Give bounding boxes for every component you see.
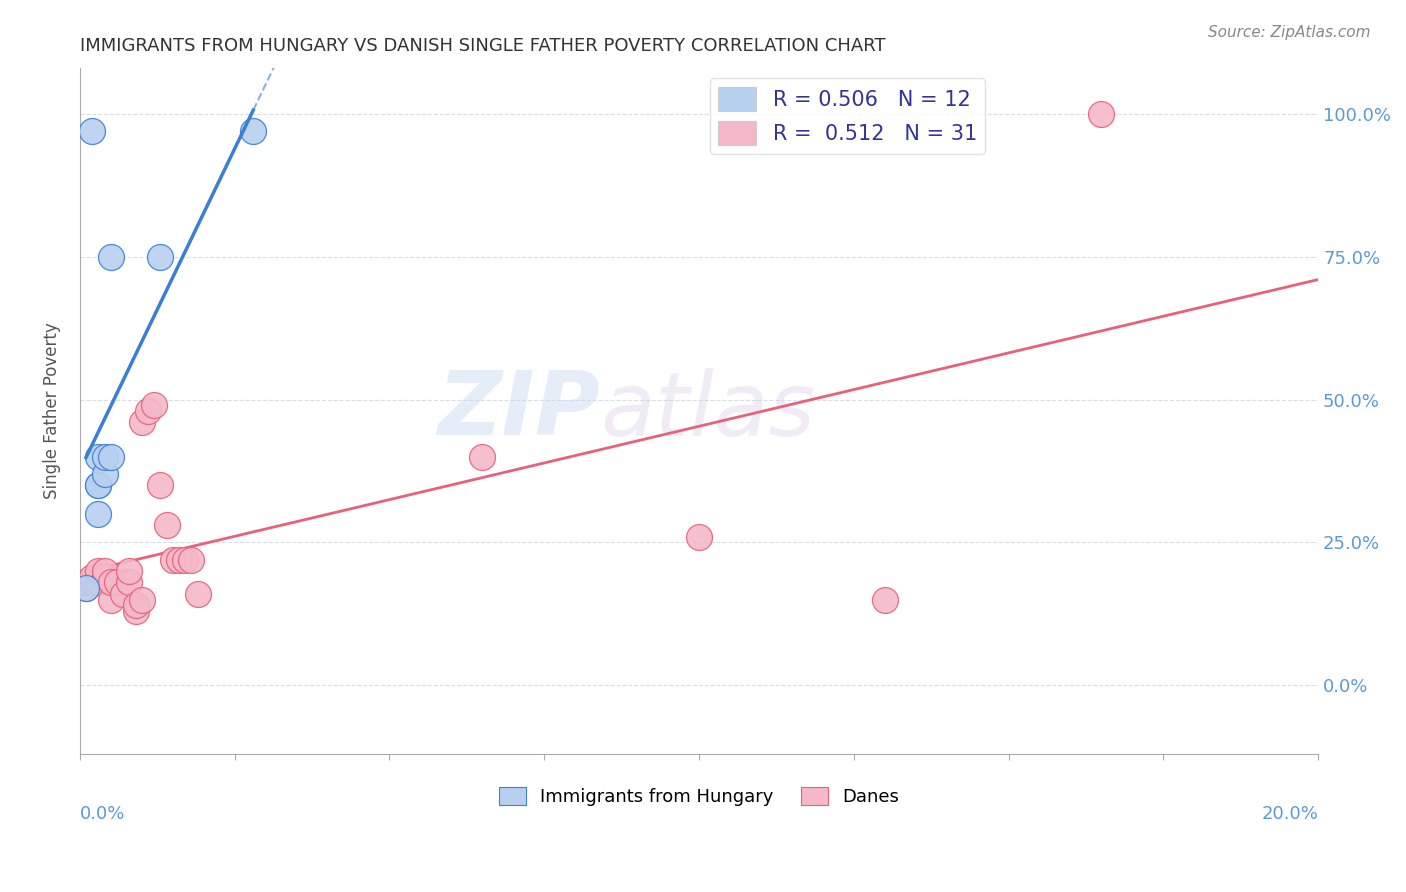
Point [87,450,110,464]
Point [471,450,494,464]
Point [180,552,202,566]
Point [75,581,97,595]
Text: 20.0%: 20.0% [1261,805,1319,823]
Point [82,124,104,138]
Point [100,592,122,607]
Point [105,575,128,590]
Point [100,575,122,590]
Point [82,575,104,590]
Legend: R = 0.506   N = 12, R =  0.512   N = 31: R = 0.506 N = 12, R = 0.512 N = 31 [710,78,986,153]
Point [87,507,110,521]
Point [242,124,264,138]
Text: atlas: atlas [600,368,815,454]
Point [873,592,896,607]
Point [155,518,177,533]
Point [162,552,184,566]
Point [87,478,110,492]
Point [87,564,110,578]
Point [131,592,153,607]
Text: 0.0%: 0.0% [80,805,125,823]
Point [149,250,172,264]
Y-axis label: Single Father Poverty: Single Father Poverty [44,323,60,500]
Point [87,575,110,590]
Point [93,450,115,464]
Point [149,478,172,492]
Point [143,398,166,412]
Point [100,450,122,464]
Point [131,416,153,430]
Point [75,581,97,595]
Point [93,570,115,584]
Point [100,250,122,264]
Text: Source: ZipAtlas.com: Source: ZipAtlas.com [1208,25,1371,40]
Point [118,564,141,578]
Point [93,564,115,578]
Point [124,599,146,613]
Point [124,604,146,618]
Point [118,575,141,590]
Point [688,530,710,544]
Point [82,570,104,584]
Text: IMMIGRANTS FROM HUNGARY VS DANISH SINGLE FATHER POVERTY CORRELATION CHART: IMMIGRANTS FROM HUNGARY VS DANISH SINGLE… [80,37,886,55]
Point [87,478,110,492]
Point [167,552,190,566]
Point [75,575,97,590]
Point [186,587,208,601]
Point [93,467,115,481]
Point [136,404,159,418]
Point [112,587,135,601]
Point [174,552,197,566]
Point [1090,106,1112,120]
Text: ZIP: ZIP [437,368,600,454]
